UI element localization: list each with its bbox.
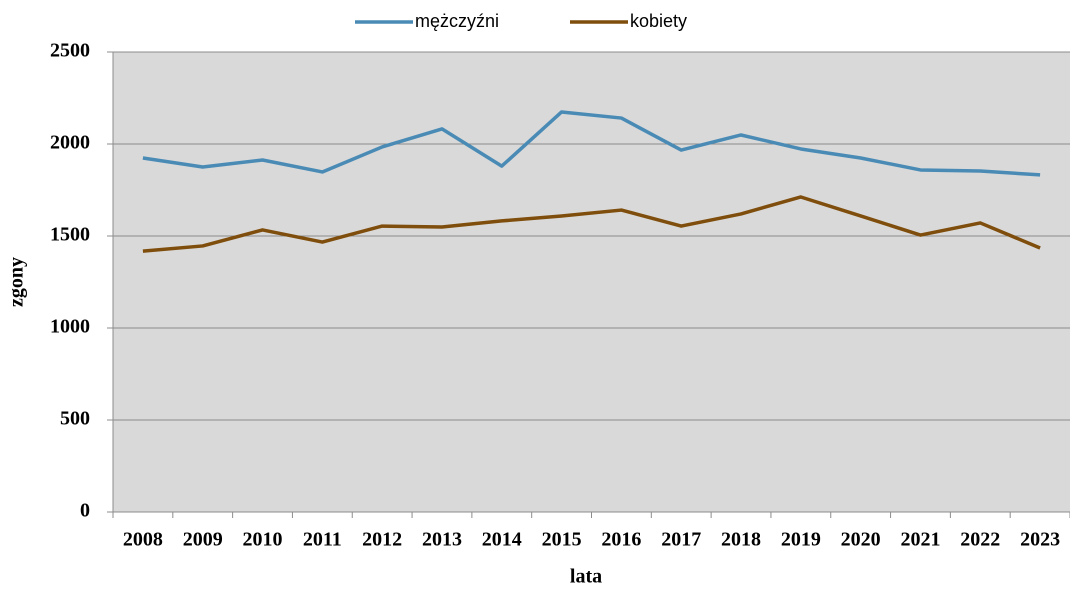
x-tick-label: 2022 — [960, 529, 1000, 551]
x-tick-label: 2009 — [183, 529, 223, 551]
y-axis-title: zgony — [6, 257, 28, 307]
plot-area — [113, 52, 1070, 512]
x-tick-label: 2010 — [243, 529, 283, 551]
line-series — [142, 110, 1041, 177]
x-tick-label: 2011 — [303, 529, 342, 551]
x-tick-label: 2021 — [900, 529, 940, 551]
legend-label: kobiety — [630, 11, 687, 31]
x-axis-title: lata — [570, 566, 602, 588]
y-tick-label: 1500 — [50, 224, 90, 246]
x-tick-label: 2017 — [661, 529, 701, 551]
x-tick-label: 2020 — [841, 529, 881, 551]
legend-label: mężczyźni — [415, 11, 499, 31]
x-tick-label: 2013 — [422, 529, 462, 551]
line-series — [142, 195, 1041, 253]
y-tick-label: 0 — [80, 500, 90, 522]
y-tick-label: 500 — [60, 408, 90, 430]
x-tick-label: 2015 — [542, 529, 582, 551]
x-tick-label: 2018 — [721, 529, 761, 551]
x-tick-label: 2019 — [781, 529, 821, 551]
y-tick-label: 2500 — [50, 40, 90, 62]
x-tick-label: 2023 — [1020, 529, 1060, 551]
y-tick-label: 2000 — [50, 132, 90, 154]
y-tick-label: 1000 — [50, 316, 90, 338]
x-tick-label: 2016 — [601, 529, 641, 551]
x-tick-label: 2008 — [123, 529, 163, 551]
x-tick-label: 2012 — [362, 529, 402, 551]
x-tick-label: 2014 — [482, 529, 522, 551]
